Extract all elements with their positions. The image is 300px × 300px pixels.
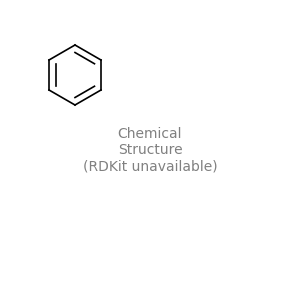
Text: Chemical
Structure
(RDKit unavailable): Chemical Structure (RDKit unavailable) — [83, 127, 217, 173]
